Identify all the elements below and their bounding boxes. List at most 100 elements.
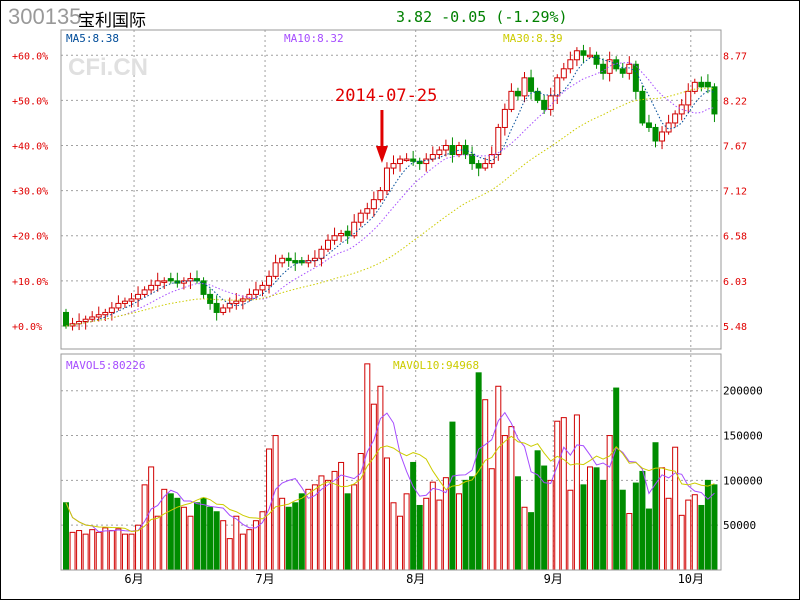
mavol5-legend: MAVOL5:80226: [66, 359, 145, 372]
candle-down: [619, 68, 626, 74]
volume-bar-up: [501, 435, 508, 571]
candle-down: [416, 160, 423, 165]
candle-up: [148, 284, 155, 291]
volume-bar-down: [344, 493, 351, 571]
candle-up: [691, 81, 698, 92]
price-panel-border: [60, 29, 722, 350]
candle-up: [508, 90, 515, 110]
mavol5-line: [65, 411, 715, 533]
ma30-line: [65, 87, 715, 327]
volume-bar-up: [685, 499, 692, 571]
volume-bar-up: [82, 533, 89, 571]
volume-bar-up: [95, 531, 102, 571]
candle-up: [436, 149, 443, 156]
candle-up: [554, 77, 561, 97]
candle-up: [377, 190, 384, 201]
volume-tick-label: 200000: [723, 385, 763, 398]
candle-up: [482, 163, 489, 169]
volume-bar-up: [148, 466, 155, 571]
volume-bar-up: [672, 446, 679, 571]
volume-bar-up: [423, 497, 430, 571]
candle-down: [167, 278, 174, 282]
volume-bar-up: [187, 515, 194, 571]
volume-bar-down: [207, 506, 214, 571]
volume-bar-down: [416, 504, 423, 571]
candle-down: [475, 163, 482, 169]
candle-up: [521, 77, 528, 97]
ma30-legend: MA30:8.39: [503, 32, 563, 45]
volume-bar-up: [69, 531, 76, 571]
volume-bar-down: [194, 502, 200, 571]
volume-bar-up: [102, 527, 109, 571]
candle-up: [115, 302, 122, 309]
candle-down: [292, 260, 299, 264]
volume-bar-up: [154, 515, 161, 571]
candle-up: [233, 300, 240, 304]
volume-bar-up: [547, 479, 554, 571]
candle-up: [383, 167, 390, 192]
candle-up: [76, 320, 83, 325]
volume-bar-up: [115, 528, 122, 571]
candle-down: [639, 90, 646, 124]
volume-bar-up: [587, 466, 593, 571]
volume-bar-up: [521, 506, 528, 571]
candle-up: [357, 212, 364, 223]
candle-up: [102, 311, 109, 316]
candle-up: [266, 275, 273, 286]
volume-bar-up: [220, 520, 227, 571]
candle-up: [89, 316, 96, 320]
candle-up: [495, 126, 502, 156]
volume-bar-down: [613, 387, 620, 571]
candle-up: [161, 280, 168, 283]
volume-bar-up: [403, 493, 410, 571]
candle-up: [423, 158, 430, 165]
candle-up: [390, 163, 397, 169]
candle-up: [351, 221, 358, 237]
candle-up: [311, 257, 318, 262]
candle-up: [279, 257, 286, 264]
left-tick-label: +40.0%: [12, 142, 48, 153]
volume-bar-up: [573, 414, 580, 571]
volume-bar-down: [410, 461, 417, 571]
volume-bar-down: [580, 484, 587, 571]
candle-down: [652, 126, 659, 142]
volume-bar-up: [691, 494, 698, 571]
candle-up: [659, 131, 666, 142]
candle-up: [135, 293, 142, 300]
volume-bar-up: [429, 481, 436, 571]
candle-down: [711, 86, 718, 115]
volume-bar-up: [311, 484, 318, 571]
month-label: 6月: [124, 572, 143, 586]
volume-bar-up: [233, 515, 240, 571]
volume-bar-up: [89, 529, 96, 571]
volume-bar-up: [279, 497, 286, 571]
left-tick-label: +30.0%: [12, 187, 48, 198]
month-label: 9月: [544, 572, 563, 586]
volume-bar-up: [508, 426, 515, 571]
candle-up: [220, 307, 227, 313]
right-tick-label: 8.77: [723, 51, 747, 62]
candle-up: [685, 90, 692, 106]
candle-up: [567, 59, 574, 70]
candle-up: [501, 108, 508, 128]
volume-bar-down: [600, 479, 607, 571]
volume-bar-down: [541, 465, 548, 571]
volume-bar-up: [108, 530, 115, 571]
volume-bar-up: [567, 489, 574, 571]
candle-up: [560, 68, 567, 79]
candle-down: [600, 63, 607, 74]
volume-bar-down: [593, 467, 600, 571]
volume-bar-up: [397, 515, 404, 571]
volume-bar-up: [436, 499, 443, 571]
volume-bar-up: [305, 488, 312, 571]
left-tick-label: +0.0%: [12, 322, 42, 333]
volume-bar-up: [456, 493, 462, 571]
candle-down: [514, 90, 521, 97]
volume-bar-up: [377, 385, 384, 571]
stock-name: 宝利国际: [78, 11, 146, 31]
right-tick-label: 6.58: [723, 232, 747, 243]
volume-bar-down: [285, 506, 292, 571]
month-label: 7月: [255, 572, 274, 586]
volume-bar-up: [626, 513, 633, 571]
candle-down: [645, 122, 652, 128]
